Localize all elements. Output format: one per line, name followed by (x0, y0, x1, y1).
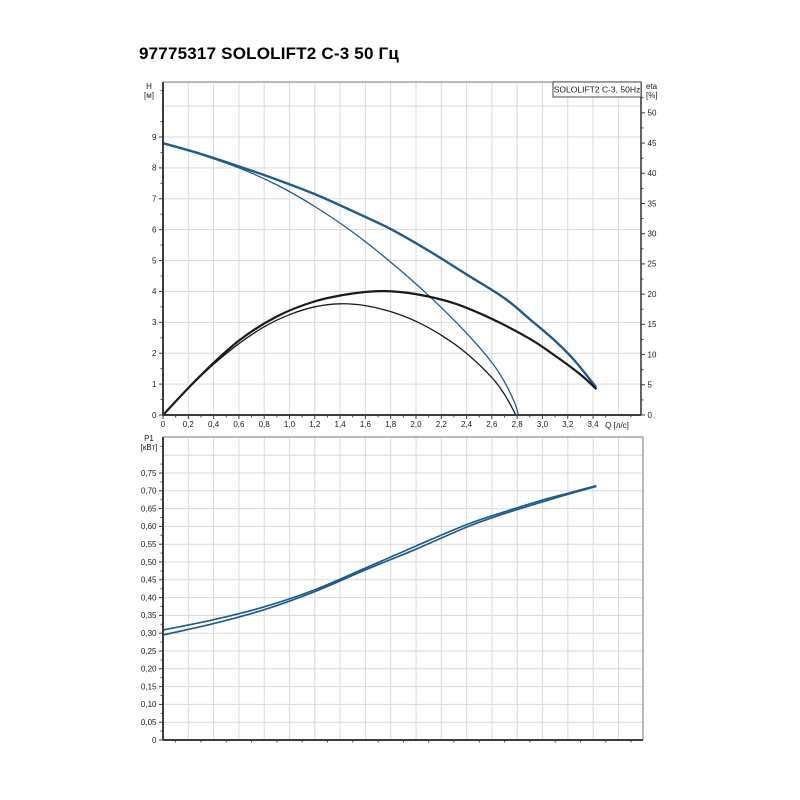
x-tick-label: 0,6 (233, 420, 245, 429)
y-tick-label: 2 (152, 349, 157, 358)
y-tick-label: 0,65 (141, 504, 157, 513)
efficiency-curve-2 (161, 290, 597, 417)
x-tick-label: 3,4 (587, 420, 599, 429)
eta-tick-label: 40 (648, 169, 657, 178)
x-tick-label: 2,0 (410, 420, 422, 429)
y-tick-label: 8 (152, 164, 157, 173)
y-axis-unit-label: P1 (144, 434, 154, 443)
legend-box (552, 81, 642, 98)
y-tick-label: 0,20 (141, 665, 157, 674)
x-tick-label: 0,2 (183, 420, 195, 429)
y-tick-label: 0,25 (141, 647, 157, 656)
y-axis-unit-label: [м] (144, 91, 154, 100)
y-tick-label: 3 (152, 318, 157, 327)
eta-tick-label: 30 (648, 229, 657, 238)
eta-tick-label: 25 (648, 260, 657, 269)
y-axis-unit-label: [кВт] (141, 443, 158, 452)
y-tick-label: 0,30 (141, 629, 157, 638)
qh-chart: 0 0,2 0,4 0,6 0,8 1,0 1,2 1,4 1,6 1,8 2,0 2,2 2,4 2,6… (144, 81, 658, 430)
y-tick-label: 0,50 (141, 558, 157, 567)
x-tick-label: 0 (161, 420, 166, 429)
eta-tick-label: 5 (648, 381, 653, 390)
y-tick-label: 0,15 (141, 682, 157, 691)
y-tick-label: 0,35 (141, 611, 157, 620)
x-tick-label: 0,8 (259, 420, 271, 429)
y-tick-label: 9 (152, 133, 157, 142)
y-tick-label: 0,40 (141, 593, 157, 602)
efficiency-curve-1 (162, 303, 517, 416)
eta-tick-label: 45 (648, 139, 657, 148)
x-tick-label: 1,0 (284, 420, 296, 429)
eta-tick-label: 10 (648, 350, 657, 359)
eta-tick-label: 15 (648, 320, 657, 329)
eta-axis-unit-label: [%] (646, 91, 658, 100)
eta-tick-label: 35 (648, 199, 657, 208)
x-tick-label: 2,2 (436, 420, 448, 429)
head-curve-2 (162, 142, 520, 416)
y-tick-label: 0,75 (141, 469, 157, 478)
eta-tick-label: 50 (648, 109, 657, 118)
head-curve-1 (161, 141, 597, 388)
legend-label: SOLOLIFT2 C-3, 50Hz (554, 85, 640, 95)
x-tick-label: 1,6 (360, 420, 372, 429)
page-title: 97775317 SOLOLIFT2 C-3 50 Гц (139, 44, 400, 63)
power-chart: 0 0,05 0,10 0,15 0,20 0,25 0,30 0,35 0,40 0,45 0,5… (141, 434, 644, 745)
y-tick-label: 4 (152, 287, 157, 296)
x-tick-label: 1,4 (335, 420, 347, 429)
y-tick-label: 0,60 (141, 522, 157, 531)
eta-tick-label: 0 (648, 411, 653, 420)
x-tick-label: 2,6 (486, 420, 498, 429)
x-tick-label: 2,8 (512, 420, 524, 429)
x-tick-label: 1,2 (309, 420, 321, 429)
y-axis-unit-label: H (146, 82, 152, 91)
x-tick-label: 3,2 (562, 420, 574, 429)
power-curve-2 (162, 485, 597, 636)
y-tick-label: 0 (152, 411, 157, 420)
eta-axis-unit-label: eta (646, 82, 658, 91)
y-tick-label: 1 (152, 380, 157, 389)
x-tick-label: 3,0 (537, 420, 549, 429)
y-tick-label: 0,10 (141, 700, 157, 709)
y-tick-label: 0,45 (141, 576, 157, 585)
x-tick-label: 1,8 (385, 420, 397, 429)
y-tick-label: 0,55 (141, 540, 157, 549)
y-tick-label: 0,05 (141, 718, 157, 727)
y-tick-label: 6 (152, 225, 157, 234)
x-tick-label: 0,4 (208, 420, 220, 429)
y-tick-label: 7 (152, 195, 157, 204)
power-curve-1 (162, 484, 597, 631)
eta-tick-label: 20 (648, 290, 657, 299)
y-tick-label: 5 (152, 256, 157, 265)
x-tick-label: 2,4 (461, 420, 473, 429)
y-tick-label: 0,70 (141, 487, 157, 496)
x-axis-unit-label: Q [л/с] (605, 421, 629, 430)
y-tick-label: 0 (152, 736, 157, 745)
